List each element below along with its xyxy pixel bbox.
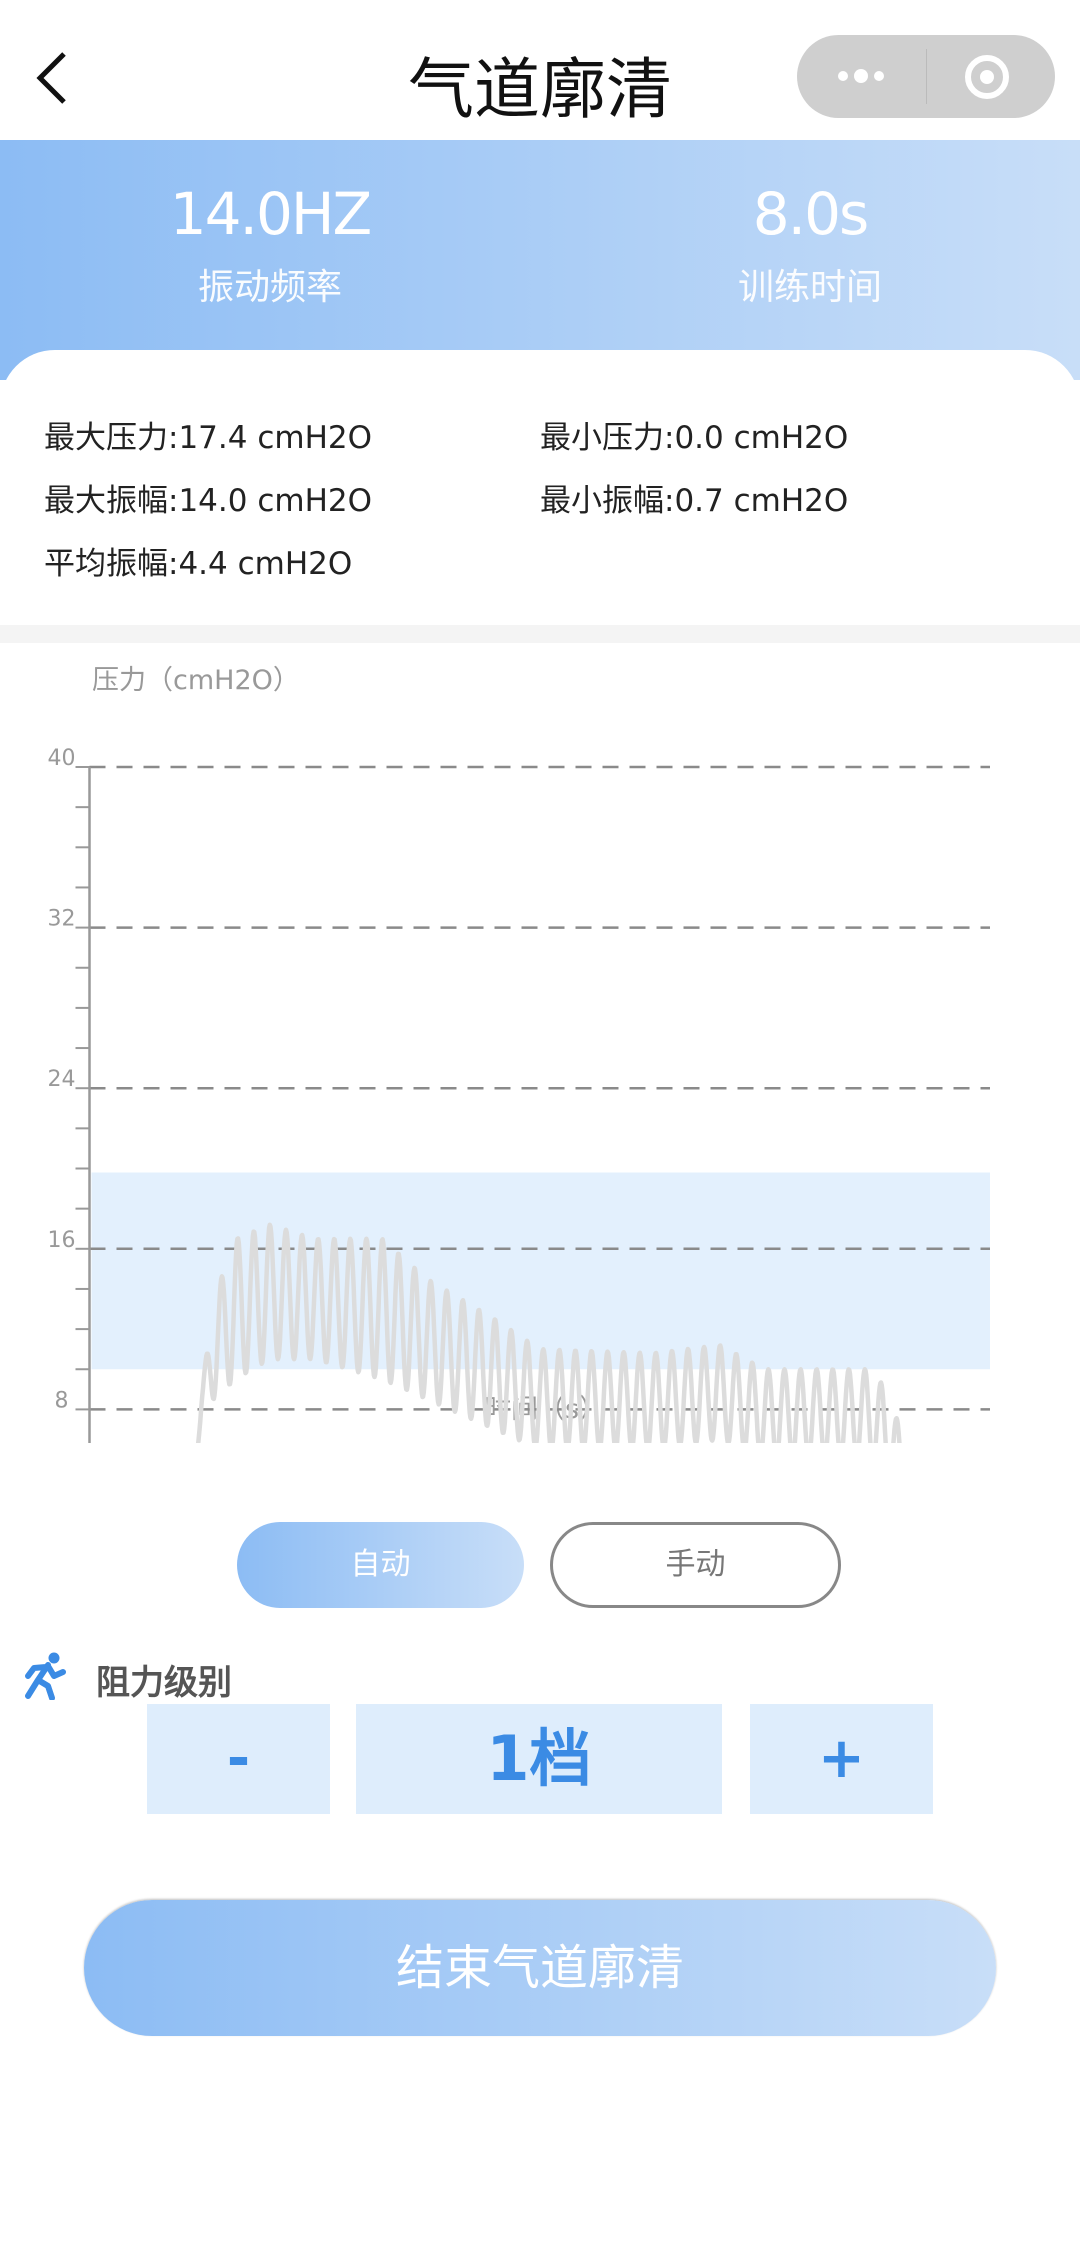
time-value: 8.0s [752,180,869,248]
chevron-left-icon[interactable] [28,48,78,108]
max-pressure: 最大压力:17.4 cmH2O [44,420,372,456]
target-circle-icon[interactable] [963,53,1011,101]
nav-bar: 气道廓清 [0,0,1080,140]
page-title: 气道廓清 [408,51,672,128]
time-label: 训练时间 [737,267,882,308]
min-pressure: 最小压力:0.0 cmH2O [540,420,849,456]
mini-program-capsule [797,35,1055,118]
y-tick-label: 8 [55,1388,69,1413]
resistance-label: 阻力级别 [96,1663,232,1703]
more-dots-icon[interactable] [831,64,891,88]
frequency-value: 14.0HZ [169,180,373,248]
running-person-icon [25,1652,66,1700]
capsule-divider [926,49,927,104]
increase-button[interactable]: + [750,1704,933,1814]
avg-amplitude: 平均振幅:4.4 cmH2O [44,546,353,582]
y-tick-label: 16 [48,1228,76,1253]
max-amplitude: 最大振幅:14.0 cmH2O [44,483,372,519]
y-axis-label: 压力（cmH2O） [92,665,300,696]
stats-card: 最大压力:17.4 cmH2O 最小压力:0.0 cmH2O 最大振幅:14.0… [0,350,1080,625]
resistance-level: 1档 [356,1704,722,1814]
end-clearance-button[interactable]: 结束气道廓清 [84,1900,996,2036]
pressure-chart: 压力（cmH2O） 时间（s） 08162432400123 [48,665,990,1443]
y-tick-label: 32 [48,907,76,932]
frequency-label: 振动频率 [197,267,342,308]
decrease-button[interactable]: - [147,1704,330,1814]
mode-auto-button[interactable]: 自动 [237,1522,524,1608]
pressure-series-line [195,1222,902,1443]
section-divider [0,625,1080,643]
summary-header: 14.0HZ 振动频率 8.0s 训练时间 [0,140,1080,380]
y-tick-label: 40 [48,746,76,771]
mode-manual-button[interactable]: 手动 [550,1522,841,1608]
min-amplitude: 最小振幅:0.7 cmH2O [540,483,849,519]
y-tick-label: 24 [48,1067,76,1092]
